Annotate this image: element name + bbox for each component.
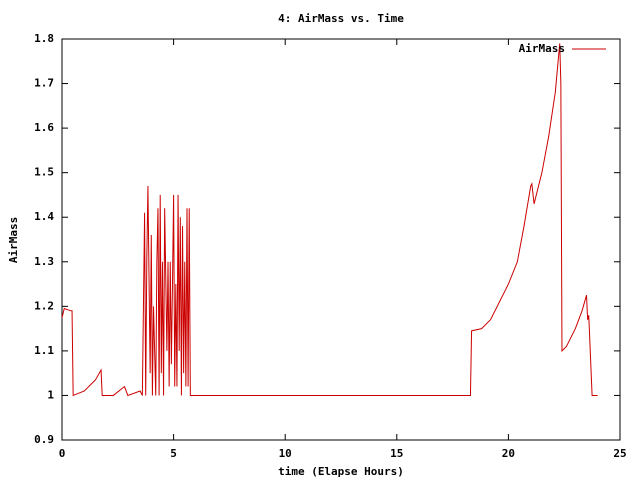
chart-title: 4: AirMass vs. Time	[278, 12, 404, 25]
y-tick-label: 1.3	[34, 255, 54, 268]
x-tick-label: 20	[502, 447, 515, 460]
y-tick-label: 1.1	[34, 344, 54, 357]
legend-label: AirMass	[519, 42, 565, 55]
data-line	[61, 43, 598, 397]
x-tick-label: 0	[59, 447, 66, 460]
y-tick-label: 0.9	[34, 433, 54, 446]
y-axis-label: AirMass	[7, 217, 20, 263]
y-tick-label: 1.2	[34, 299, 54, 312]
x-axis-label: time (Elapse Hours)	[278, 465, 404, 478]
x-tick-label: 25	[613, 447, 626, 460]
x-tick-label: 15	[390, 447, 403, 460]
x-tick-label: 5	[170, 447, 177, 460]
y-tick-label: 1.5	[34, 166, 54, 179]
y-tick-label: 1.7	[34, 77, 54, 90]
y-tick-label: 1.6	[34, 121, 54, 134]
y-tick-label: 1.4	[34, 210, 54, 223]
plot-frame	[61, 38, 621, 441]
x-tick-label: 10	[279, 447, 292, 460]
y-tick-label: 1	[47, 388, 54, 401]
y-tick-label: 1.8	[34, 32, 54, 45]
